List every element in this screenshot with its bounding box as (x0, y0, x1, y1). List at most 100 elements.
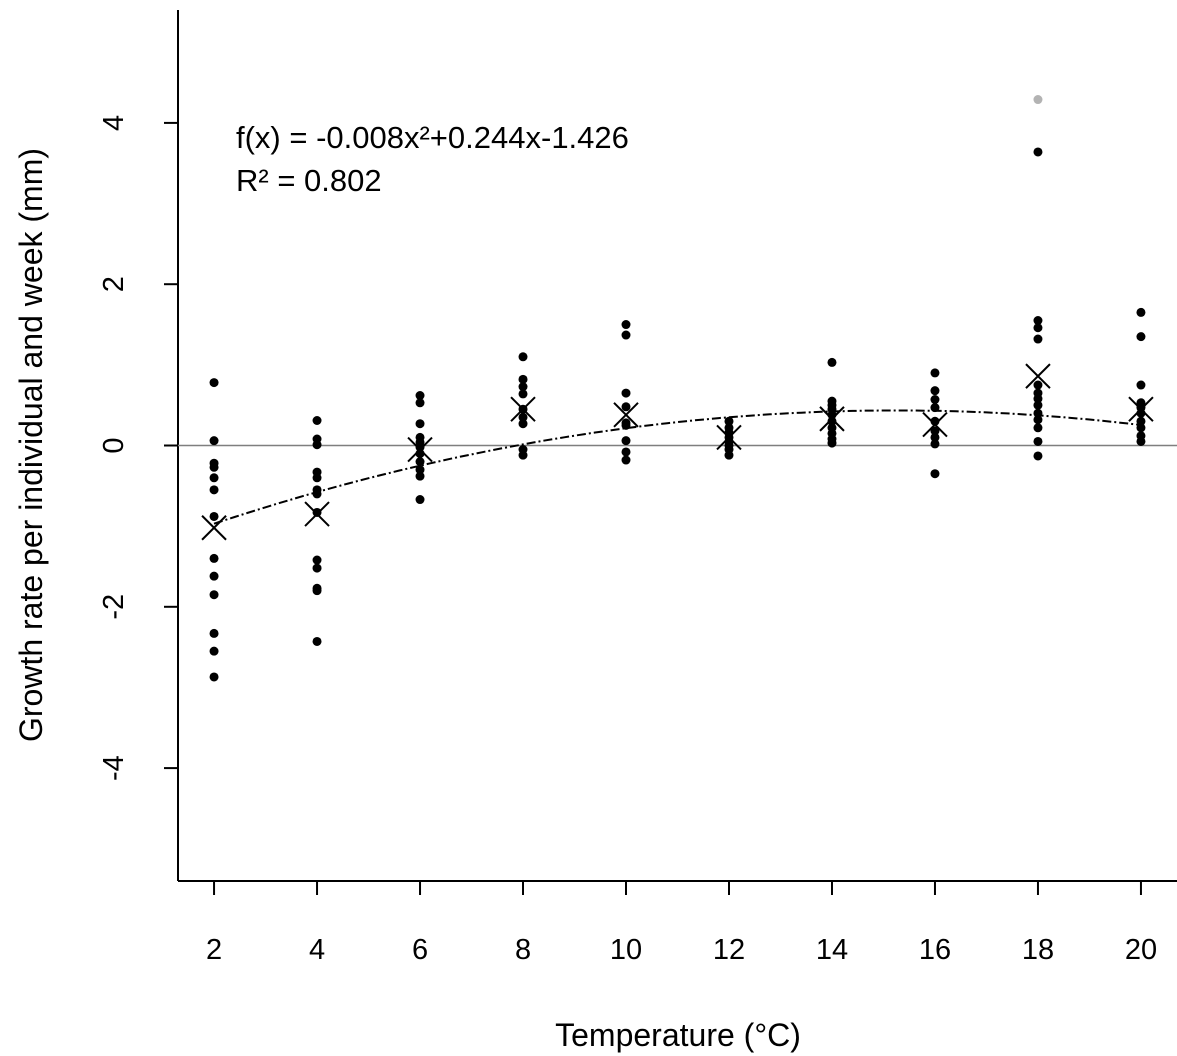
data-point (930, 426, 940, 436)
data-point (1033, 323, 1043, 333)
data-point (415, 457, 425, 467)
r-squared-annotation: R² = 0.802 (236, 163, 382, 198)
mean-marker (922, 411, 948, 438)
data-point (1033, 380, 1043, 390)
mean-markers-layer (201, 363, 1154, 541)
y-tick-label: 0 (98, 437, 130, 453)
data-point (312, 636, 322, 646)
x-tick-label: 2 (206, 934, 222, 966)
y-tick-label: -4 (98, 755, 130, 781)
data-point (1033, 415, 1043, 425)
data-point (518, 352, 528, 362)
data-point (1136, 436, 1146, 446)
data-point (209, 473, 219, 483)
data-point (415, 398, 425, 408)
data-point (930, 368, 940, 378)
data-point (312, 507, 322, 517)
data-point (930, 386, 940, 396)
x-tick-label: 14 (816, 934, 848, 966)
data-point (209, 511, 219, 521)
data-point (518, 419, 528, 429)
y-tick-label: 4 (98, 115, 130, 131)
data-points-layer (209, 95, 1146, 682)
outlier-point (1033, 95, 1043, 105)
x-tick-label: 10 (610, 934, 642, 966)
data-point (1136, 332, 1146, 342)
y-axis-label: Growth rate per individual and week (mm) (13, 148, 49, 742)
data-point (1033, 334, 1043, 344)
x-tick-label: 18 (1022, 934, 1054, 966)
data-point (1033, 394, 1043, 404)
mean-marker (819, 406, 845, 432)
data-point (621, 330, 631, 340)
data-point (827, 357, 837, 367)
data-point (209, 628, 219, 638)
data-point (621, 420, 631, 430)
data-point (1136, 416, 1146, 426)
data-point (1033, 315, 1043, 325)
x-axis-label: Temperature (°C) (555, 1017, 801, 1053)
data-point (1136, 380, 1146, 390)
data-point (1033, 147, 1043, 157)
data-point (1033, 436, 1043, 446)
data-point (724, 416, 734, 426)
data-point (1033, 423, 1043, 433)
data-point (621, 402, 631, 412)
data-point (1033, 400, 1043, 410)
x-tick-label: 20 (1125, 934, 1157, 966)
data-point (518, 382, 528, 392)
mean-marker (201, 515, 227, 541)
mean-marker (613, 402, 639, 428)
data-point (621, 455, 631, 465)
quadratic-fit-curve (213, 409, 1142, 525)
data-point (209, 553, 219, 563)
data-point (312, 563, 322, 573)
data-point (209, 436, 219, 446)
data-point (312, 555, 322, 565)
data-point (209, 672, 219, 682)
data-point (1033, 408, 1043, 418)
data-point (415, 495, 425, 505)
data-point (1136, 423, 1146, 433)
mean-marker (304, 501, 330, 527)
data-point (930, 403, 940, 413)
data-point (209, 378, 219, 388)
mean-marker (1025, 363, 1051, 389)
data-point (724, 450, 734, 460)
data-point (930, 432, 940, 442)
mean-marker (716, 424, 742, 451)
x-tick-label: 16 (919, 934, 951, 966)
data-point (621, 320, 631, 330)
data-point (827, 438, 837, 448)
mean-marker (407, 436, 433, 463)
data-point (827, 416, 837, 426)
data-point (312, 489, 322, 499)
data-point (415, 390, 425, 400)
data-point (518, 374, 528, 384)
x-tick-label: 4 (309, 934, 325, 966)
data-point (312, 415, 322, 425)
x-tick-label: 12 (713, 934, 745, 966)
data-point (621, 447, 631, 457)
data-point (621, 436, 631, 446)
data-point (312, 440, 322, 450)
x-tick-label: 8 (515, 934, 531, 966)
data-point (518, 412, 528, 422)
data-point (312, 473, 322, 483)
data-point (930, 469, 940, 479)
data-point (415, 471, 425, 481)
data-point (209, 590, 219, 600)
mean-marker (510, 396, 536, 422)
data-point (1033, 451, 1043, 461)
fit-curve-layer (213, 409, 1142, 525)
data-point (312, 586, 322, 596)
data-point (209, 646, 219, 656)
data-point (415, 465, 425, 475)
y-tick-label: 2 (98, 276, 130, 292)
data-point (415, 419, 425, 429)
data-point (209, 571, 219, 581)
data-point (930, 395, 940, 405)
data-point (415, 442, 425, 452)
tick-labels-layer: 2 4 6 8 10 12 14 16 18 20 -4 -2 0 2 4 (98, 115, 1157, 966)
